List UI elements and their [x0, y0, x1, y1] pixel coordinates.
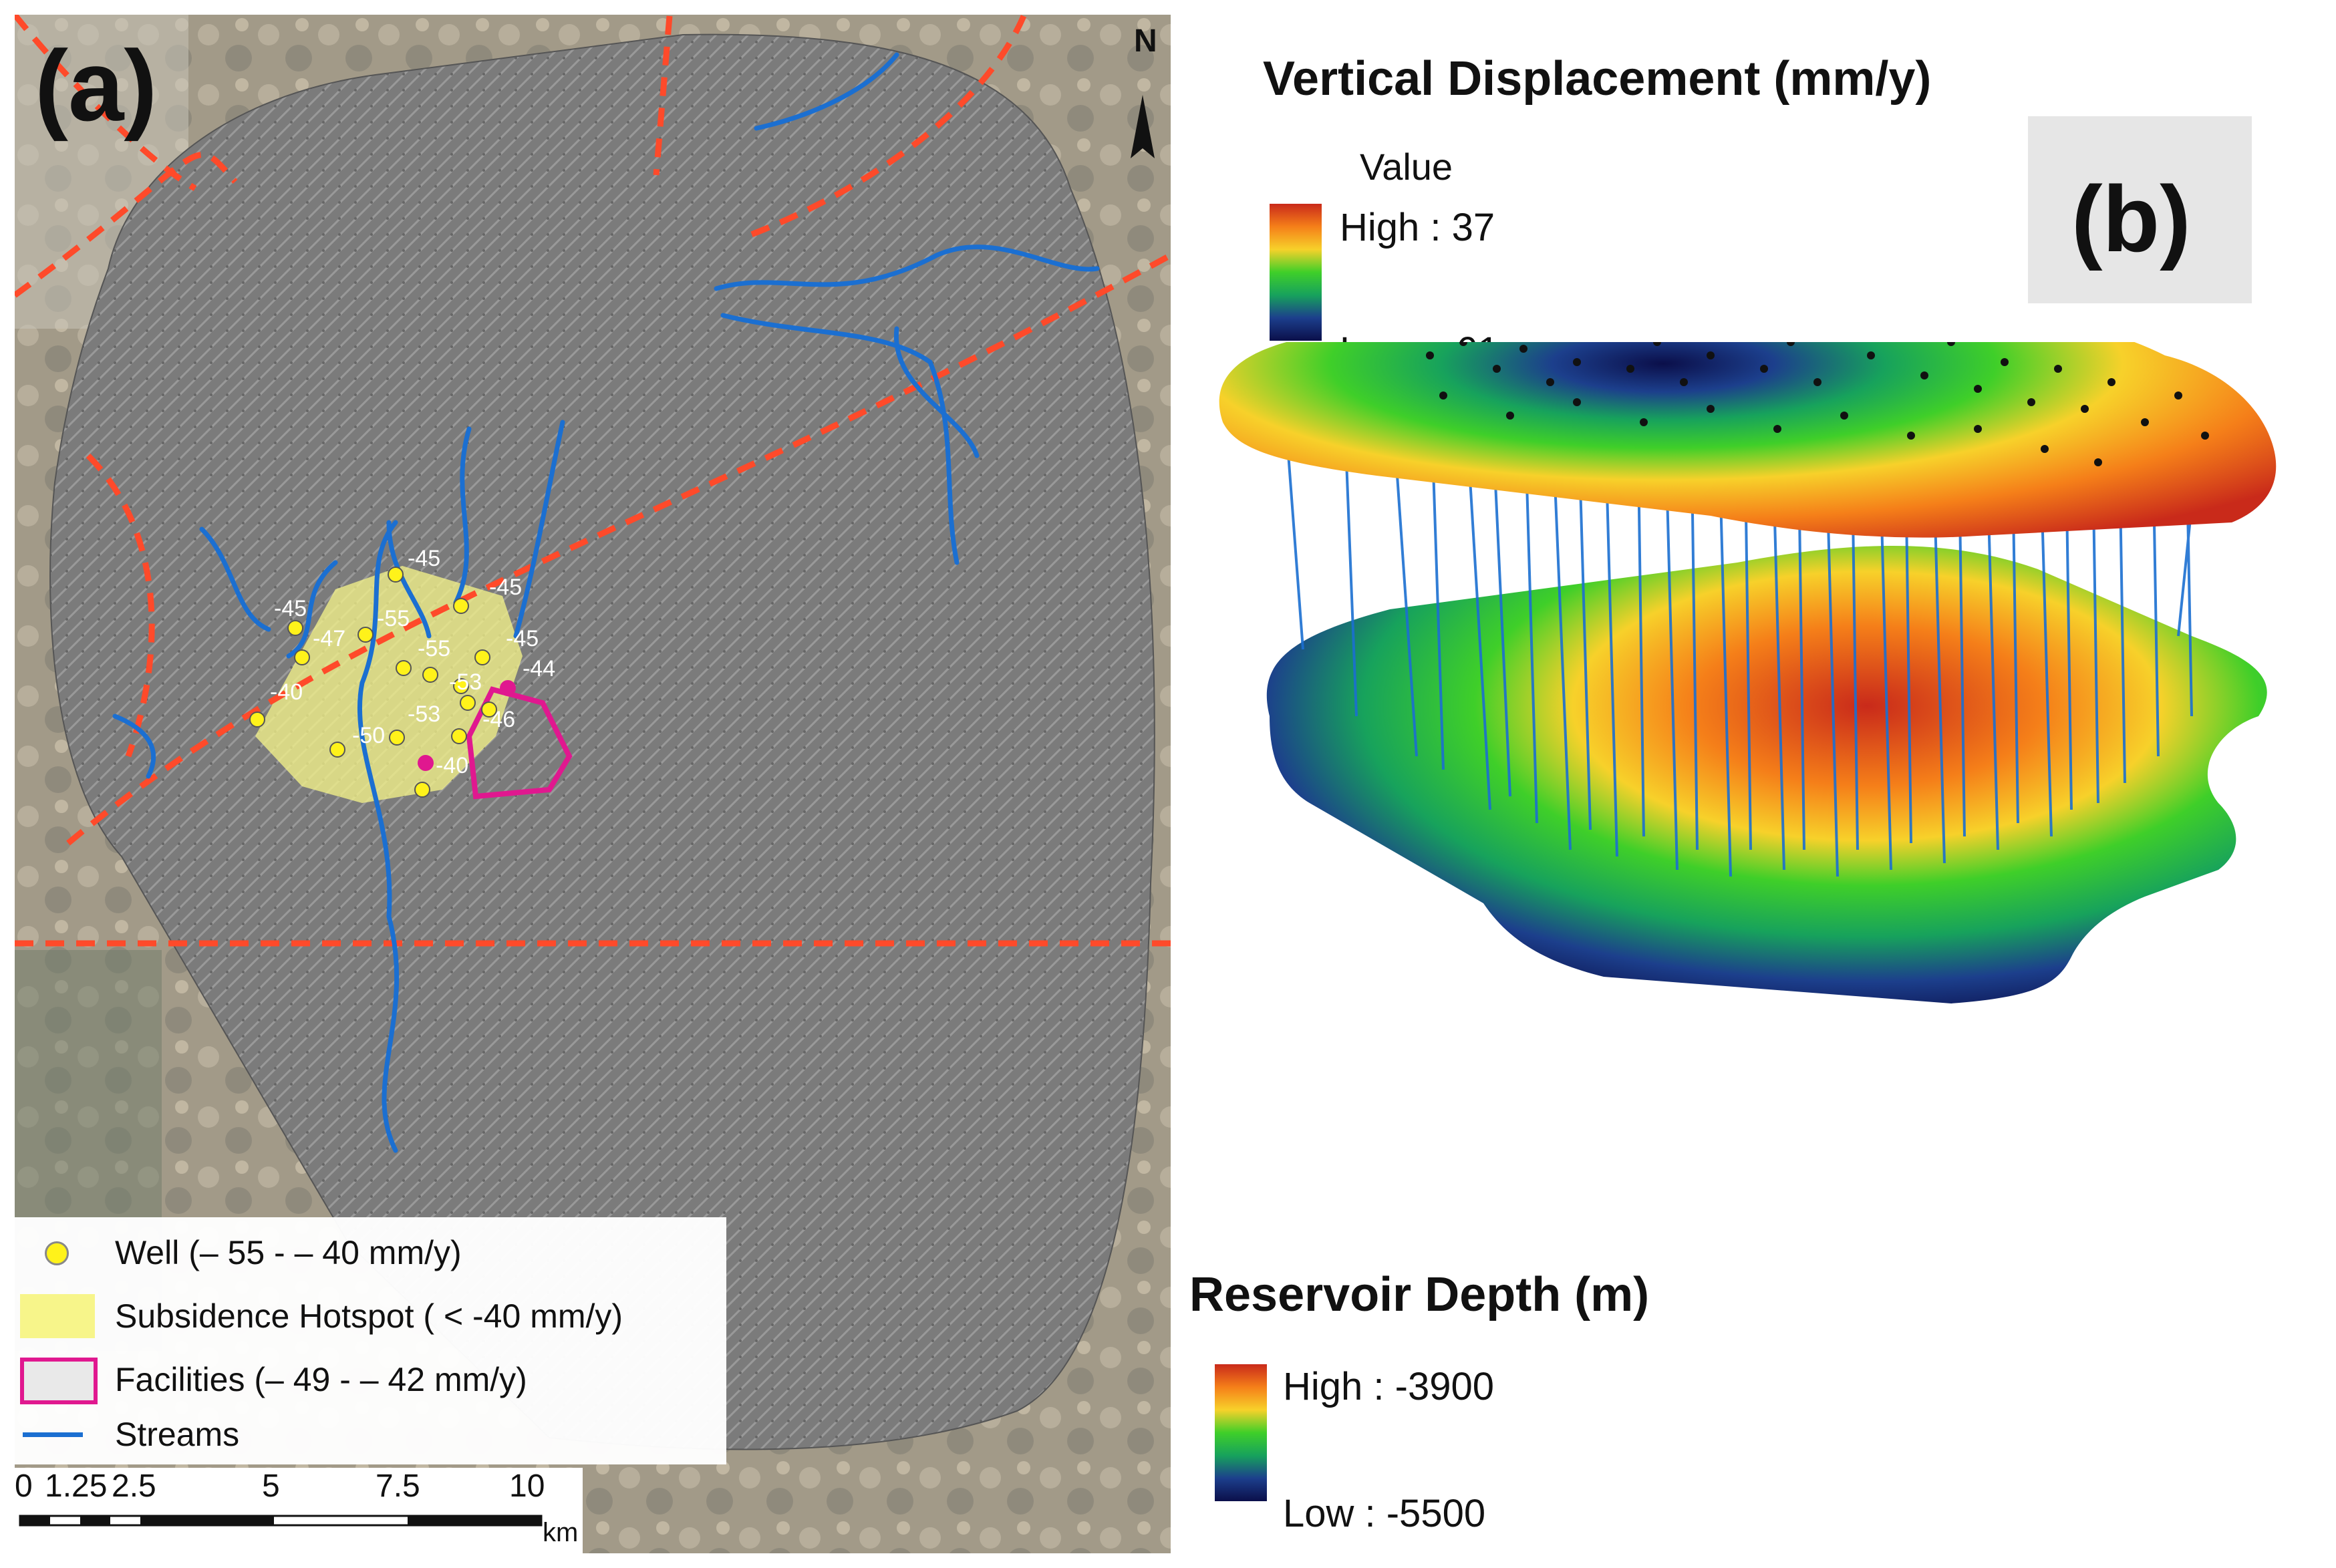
well-point: [474, 649, 490, 665]
well-point: [422, 667, 438, 683]
subsidence-hotspot: [255, 566, 523, 803]
well-value-label: -45: [489, 575, 522, 600]
streams: [112, 52, 1100, 1153]
scale-tick-label: 2.5: [112, 1468, 156, 1504]
vertical-value-label: Value: [1360, 146, 1453, 188]
reservoir-depth-surface: [1266, 546, 2267, 1003]
well-point: [451, 728, 467, 744]
legend-hotspot-label: Subsidence Hotspot ( < -40 mm/y): [115, 1297, 623, 1335]
well-value-label: -47: [313, 626, 345, 651]
vertical-high-label: High : 37: [1340, 206, 1495, 249]
depth-low-label: Low : -5500: [1283, 1492, 1486, 1535]
well-point: [249, 712, 265, 728]
panel-label-b-box: [2028, 116, 2252, 303]
well-point: [396, 660, 412, 676]
map-panel-a: -45 -45 -45 -55 -47 -45 -55 -44 -40 -53 …: [15, 15, 1171, 1553]
stream-line-icon: [23, 1432, 83, 1437]
well-value-label: -53: [408, 701, 440, 727]
scale-tick-label: 0: [15, 1468, 33, 1504]
scale-unit-label: km: [543, 1518, 579, 1547]
facility-swatch-icon: [20, 1358, 98, 1404]
well-point: [287, 620, 303, 636]
well-symbol-icon: [45, 1241, 69, 1265]
vertical-displacement-title: Vertical Displacement (mm/y): [1263, 52, 1932, 106]
legend-well-label: Well (– 55 - – 40 mm/y): [115, 1234, 462, 1271]
legend-item-facilities: Facilities (– 49 - – 42 mm/y): [15, 1350, 726, 1410]
legend-facilities-label: Facilities (– 49 - – 42 mm/y): [115, 1361, 527, 1398]
hillshade-area: [49, 33, 1155, 1450]
legend-item-streams: Streams: [15, 1404, 726, 1464]
scale-bar-graphic: [19, 1515, 543, 1527]
north-arrow-icon: N: [1131, 23, 1157, 158]
depth-high-label: High : -3900: [1283, 1365, 1494, 1408]
panel-b-3d-view: Vertical Displacement (mm/y) Value High …: [1176, 15, 2325, 1553]
well-point: [329, 742, 345, 758]
map-legend: Well (– 55 - – 40 mm/y) Subsidence Hotsp…: [15, 1217, 726, 1464]
scale-bar: 0 1.25 2.5 5 7.5 10 km: [15, 1468, 583, 1553]
fault-lines: [15, 15, 1171, 947]
well-value-label: -44: [523, 656, 555, 681]
reservoir-depth-title: Reservoir Depth (m): [1189, 1268, 1650, 1321]
facility-outline: [466, 686, 573, 800]
well-point: [414, 782, 430, 798]
panel-label-b: (b): [2071, 166, 2191, 271]
well-point: [388, 567, 404, 583]
legend-item-hotspot: Subsidence Hotspot ( < -40 mm/y): [15, 1286, 726, 1346]
scale-tick-label: 10: [509, 1468, 545, 1504]
hotspot-swatch-icon: [20, 1294, 95, 1338]
scale-tick-label: 7.5: [376, 1468, 420, 1504]
legend-streams-label: Streams: [115, 1416, 240, 1453]
depth-colorbar: [1215, 1364, 1267, 1501]
well-value-label: -40: [270, 679, 303, 705]
north-label: N: [1134, 23, 1157, 59]
panel-label-a: (a): [35, 29, 158, 142]
well-point: [453, 678, 469, 694]
scale-tick-label: 1.25: [45, 1468, 108, 1504]
well-value-label: -55: [418, 636, 450, 661]
vertical-colorbar: [1270, 204, 1322, 341]
wells: -45 -45 -45 -55 -47 -45 -55 -44 -40 -53 …: [249, 546, 555, 798]
well-value-label: -45: [408, 546, 440, 571]
well-point: [389, 730, 405, 746]
well-value-label: -45: [506, 626, 539, 651]
3d-surfaces: [1219, 342, 2277, 1003]
well-value-label: -46: [482, 707, 515, 732]
well-value-label: -40: [436, 753, 468, 778]
legend-item-well: Well (– 55 - – 40 mm/y): [15, 1223, 726, 1283]
well-value-label: -55: [377, 606, 410, 631]
well-value-label: -45: [274, 596, 307, 621]
facility-point: [500, 680, 516, 696]
well-point: [294, 649, 310, 665]
vertical-displacement-surface: [1219, 342, 2277, 538]
well-point: [453, 598, 469, 614]
well-value-label: -50: [352, 723, 385, 748]
surface-well-dots: [1426, 342, 2209, 466]
scale-tick-label: 5: [262, 1468, 280, 1504]
well-point: [357, 627, 374, 643]
well-point: [460, 695, 476, 711]
well-value-label: -53: [449, 669, 482, 695]
well-point: [481, 701, 497, 718]
facility-point: [418, 755, 434, 771]
